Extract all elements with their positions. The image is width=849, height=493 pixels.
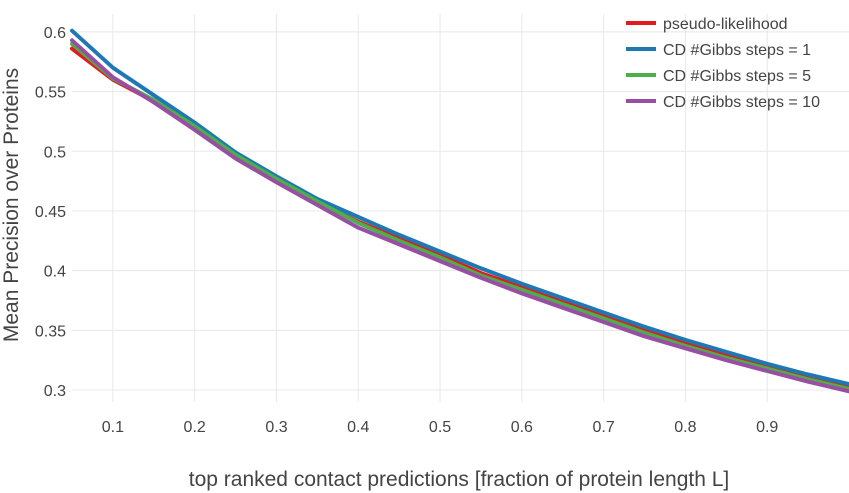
y-axis-title: Mean Precision over Proteins	[0, 68, 23, 342]
x-tick-label: 0.3	[265, 419, 287, 436]
x-tick-label: 0.5	[429, 419, 451, 436]
x-tick-label: 0.2	[184, 419, 206, 436]
legend-label: CD #Gibbs steps = 10	[663, 94, 820, 111]
legend-label: CD #Gibbs steps = 5	[663, 68, 811, 85]
y-tick-label: 0.3	[44, 383, 66, 400]
series-lines	[70, 28, 849, 394]
series-line-2	[70, 28, 849, 387]
legend-item: CD #Gibbs steps = 5	[626, 68, 811, 85]
legend-item: CD #Gibbs steps = 1	[626, 42, 811, 59]
y-tick-label: 0.6	[44, 25, 66, 42]
x-axis-title: top ranked contact predictions [fraction…	[189, 468, 730, 491]
legend-item: CD #Gibbs steps = 10	[626, 94, 820, 111]
x-tick-label: 0.1	[102, 419, 124, 436]
series-line-3	[70, 41, 849, 391]
x-axis-ticks: 0.1 0.2 0.3 0.4 0.5 0.6 0.7 0.8 0.9	[102, 419, 779, 436]
legend: pseudo-likelihood CD #Gibbs steps = 1 CD #…	[626, 16, 820, 111]
y-tick-label: 0.55	[35, 85, 66, 102]
y-tick-label: 0.45	[35, 204, 66, 221]
y-tick-label: 0.5	[44, 144, 66, 161]
x-tick-label: 0.4	[347, 419, 369, 436]
x-tick-label: 0.9	[756, 419, 778, 436]
x-tick-label: 0.8	[674, 419, 696, 436]
x-tick-label: 0.7	[593, 419, 615, 436]
series-line-4	[70, 38, 849, 394]
legend-item: pseudo-likelihood	[626, 16, 788, 33]
x-tick-label: 0.6	[511, 419, 533, 436]
y-tick-label: 0.35	[35, 323, 66, 340]
y-axis-ticks: 0.3 0.35 0.4 0.45 0.5 0.55 0.6	[35, 25, 66, 400]
grid	[72, 14, 849, 402]
y-tick-label: 0.4	[44, 264, 66, 281]
legend-label: pseudo-likelihood	[663, 16, 788, 33]
legend-label: CD #Gibbs steps = 1	[663, 42, 811, 59]
